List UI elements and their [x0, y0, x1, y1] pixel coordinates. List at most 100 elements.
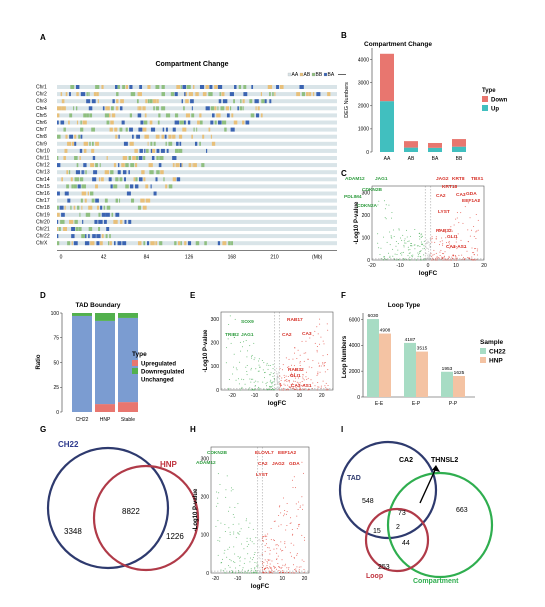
compartment-segment: [88, 92, 90, 97]
compartment-segment: [212, 113, 215, 118]
chromosome-label: Chr7: [36, 127, 47, 133]
x-axis-title: logFC: [419, 270, 438, 277]
legend-swatch: [323, 72, 328, 77]
volcano-point: [322, 340, 324, 342]
volcano-point: [475, 238, 477, 240]
volcano-point: [456, 217, 458, 219]
compartment-segment: [78, 227, 82, 231]
volcano-point: [278, 570, 280, 572]
compartment-segment: [68, 170, 71, 175]
volcano-point: [302, 385, 304, 387]
legend-label: Downregulated: [141, 370, 185, 376]
volcano-point: [268, 547, 270, 549]
volcano-point: [448, 241, 450, 243]
compartment-segment: [147, 99, 150, 104]
compartment-segment: [183, 106, 185, 111]
volcano-point: [298, 525, 300, 527]
volcano-point: [297, 508, 299, 510]
volcano-point: [447, 244, 449, 246]
volcano-point: [461, 259, 463, 261]
compartment-segment: [150, 184, 152, 189]
compartment-segment: [126, 191, 131, 196]
compartment-segment: [105, 212, 110, 217]
volcano-point: [439, 251, 441, 253]
x-axis-title: logFC: [268, 400, 287, 407]
x-tick-label: -20: [229, 393, 236, 399]
compartment-segment: [222, 241, 227, 246]
volcano-point: [272, 382, 274, 384]
volcano-point: [255, 571, 257, 573]
compartment-segment: [269, 99, 272, 104]
volcano-point: [384, 256, 386, 258]
volcano-point: [277, 555, 279, 557]
compartment-segment: [128, 170, 130, 175]
volcano-point: [302, 374, 304, 376]
compartment-segment: [147, 141, 149, 146]
volcano-point: [252, 389, 254, 391]
volcano-point: [284, 380, 286, 382]
volcano-point: [285, 375, 287, 377]
gene-label: SOX9: [241, 319, 254, 325]
volcano-point: [269, 385, 271, 387]
compartment-segment: [80, 127, 84, 132]
volcano-point: [217, 520, 219, 522]
volcano-point: [279, 383, 281, 385]
volcano-point: [258, 567, 260, 569]
volcano-point: [422, 235, 424, 237]
volcano-point: [426, 247, 428, 249]
volcano-point: [270, 571, 272, 573]
volcano-point: [477, 229, 479, 231]
compartment-segment: [71, 141, 75, 146]
volcano-point: [249, 539, 251, 541]
volcano-point: [453, 224, 455, 226]
compartment-segment: [113, 219, 118, 224]
volcano-point: [253, 543, 255, 545]
gene-label: ADAM12: [345, 176, 365, 182]
compartment-segment: [99, 163, 101, 168]
volcano-point: [266, 362, 268, 364]
volcano-point: [270, 372, 272, 374]
compartment-segment: [74, 219, 78, 224]
volcano-point: [455, 218, 457, 220]
compartment-segment: [105, 106, 110, 111]
gene-label: CA3: [302, 331, 312, 337]
volcano-point: [290, 522, 292, 524]
volcano-point: [431, 238, 433, 240]
volcano-point: [432, 254, 434, 256]
volcano-point: [429, 246, 431, 248]
volcano-point: [318, 386, 320, 388]
volcano-point: [280, 571, 282, 573]
legend-label: Down: [491, 98, 508, 104]
volcano-point: [289, 374, 291, 376]
compartment-segment: [199, 120, 203, 125]
volcano-point: [250, 369, 252, 371]
compartment-segment: [251, 85, 254, 89]
chromosome-label: Chr18: [36, 205, 50, 211]
volcano-point: [224, 523, 226, 525]
panel-label-b: B: [341, 31, 347, 40]
volcano-point: [458, 254, 460, 256]
y-tick-label: 25: [53, 385, 59, 391]
volcano-point: [258, 539, 260, 541]
compartment-segment: [63, 127, 66, 132]
compartment-segment: [199, 141, 201, 146]
chromosome-label: Chr22: [36, 234, 50, 240]
volcano-point: [229, 315, 231, 317]
volcano-point: [294, 377, 296, 379]
x-tick-label: AB: [408, 156, 415, 162]
volcano-point: [429, 257, 431, 259]
compartment-segment: [172, 127, 176, 132]
volcano-point: [278, 371, 280, 373]
volcano-point: [325, 389, 327, 391]
volcano-point: [428, 253, 430, 255]
compartment-segment: [234, 85, 237, 89]
volcano-point: [298, 386, 300, 388]
volcano-point: [406, 236, 408, 238]
compartment-segment: [217, 241, 221, 246]
compartment-segment: [110, 170, 114, 175]
compartment-segment: [109, 241, 112, 246]
volcano-point: [292, 386, 294, 388]
volcano-point: [430, 259, 432, 261]
chromosome-label: Chr20: [36, 219, 50, 225]
